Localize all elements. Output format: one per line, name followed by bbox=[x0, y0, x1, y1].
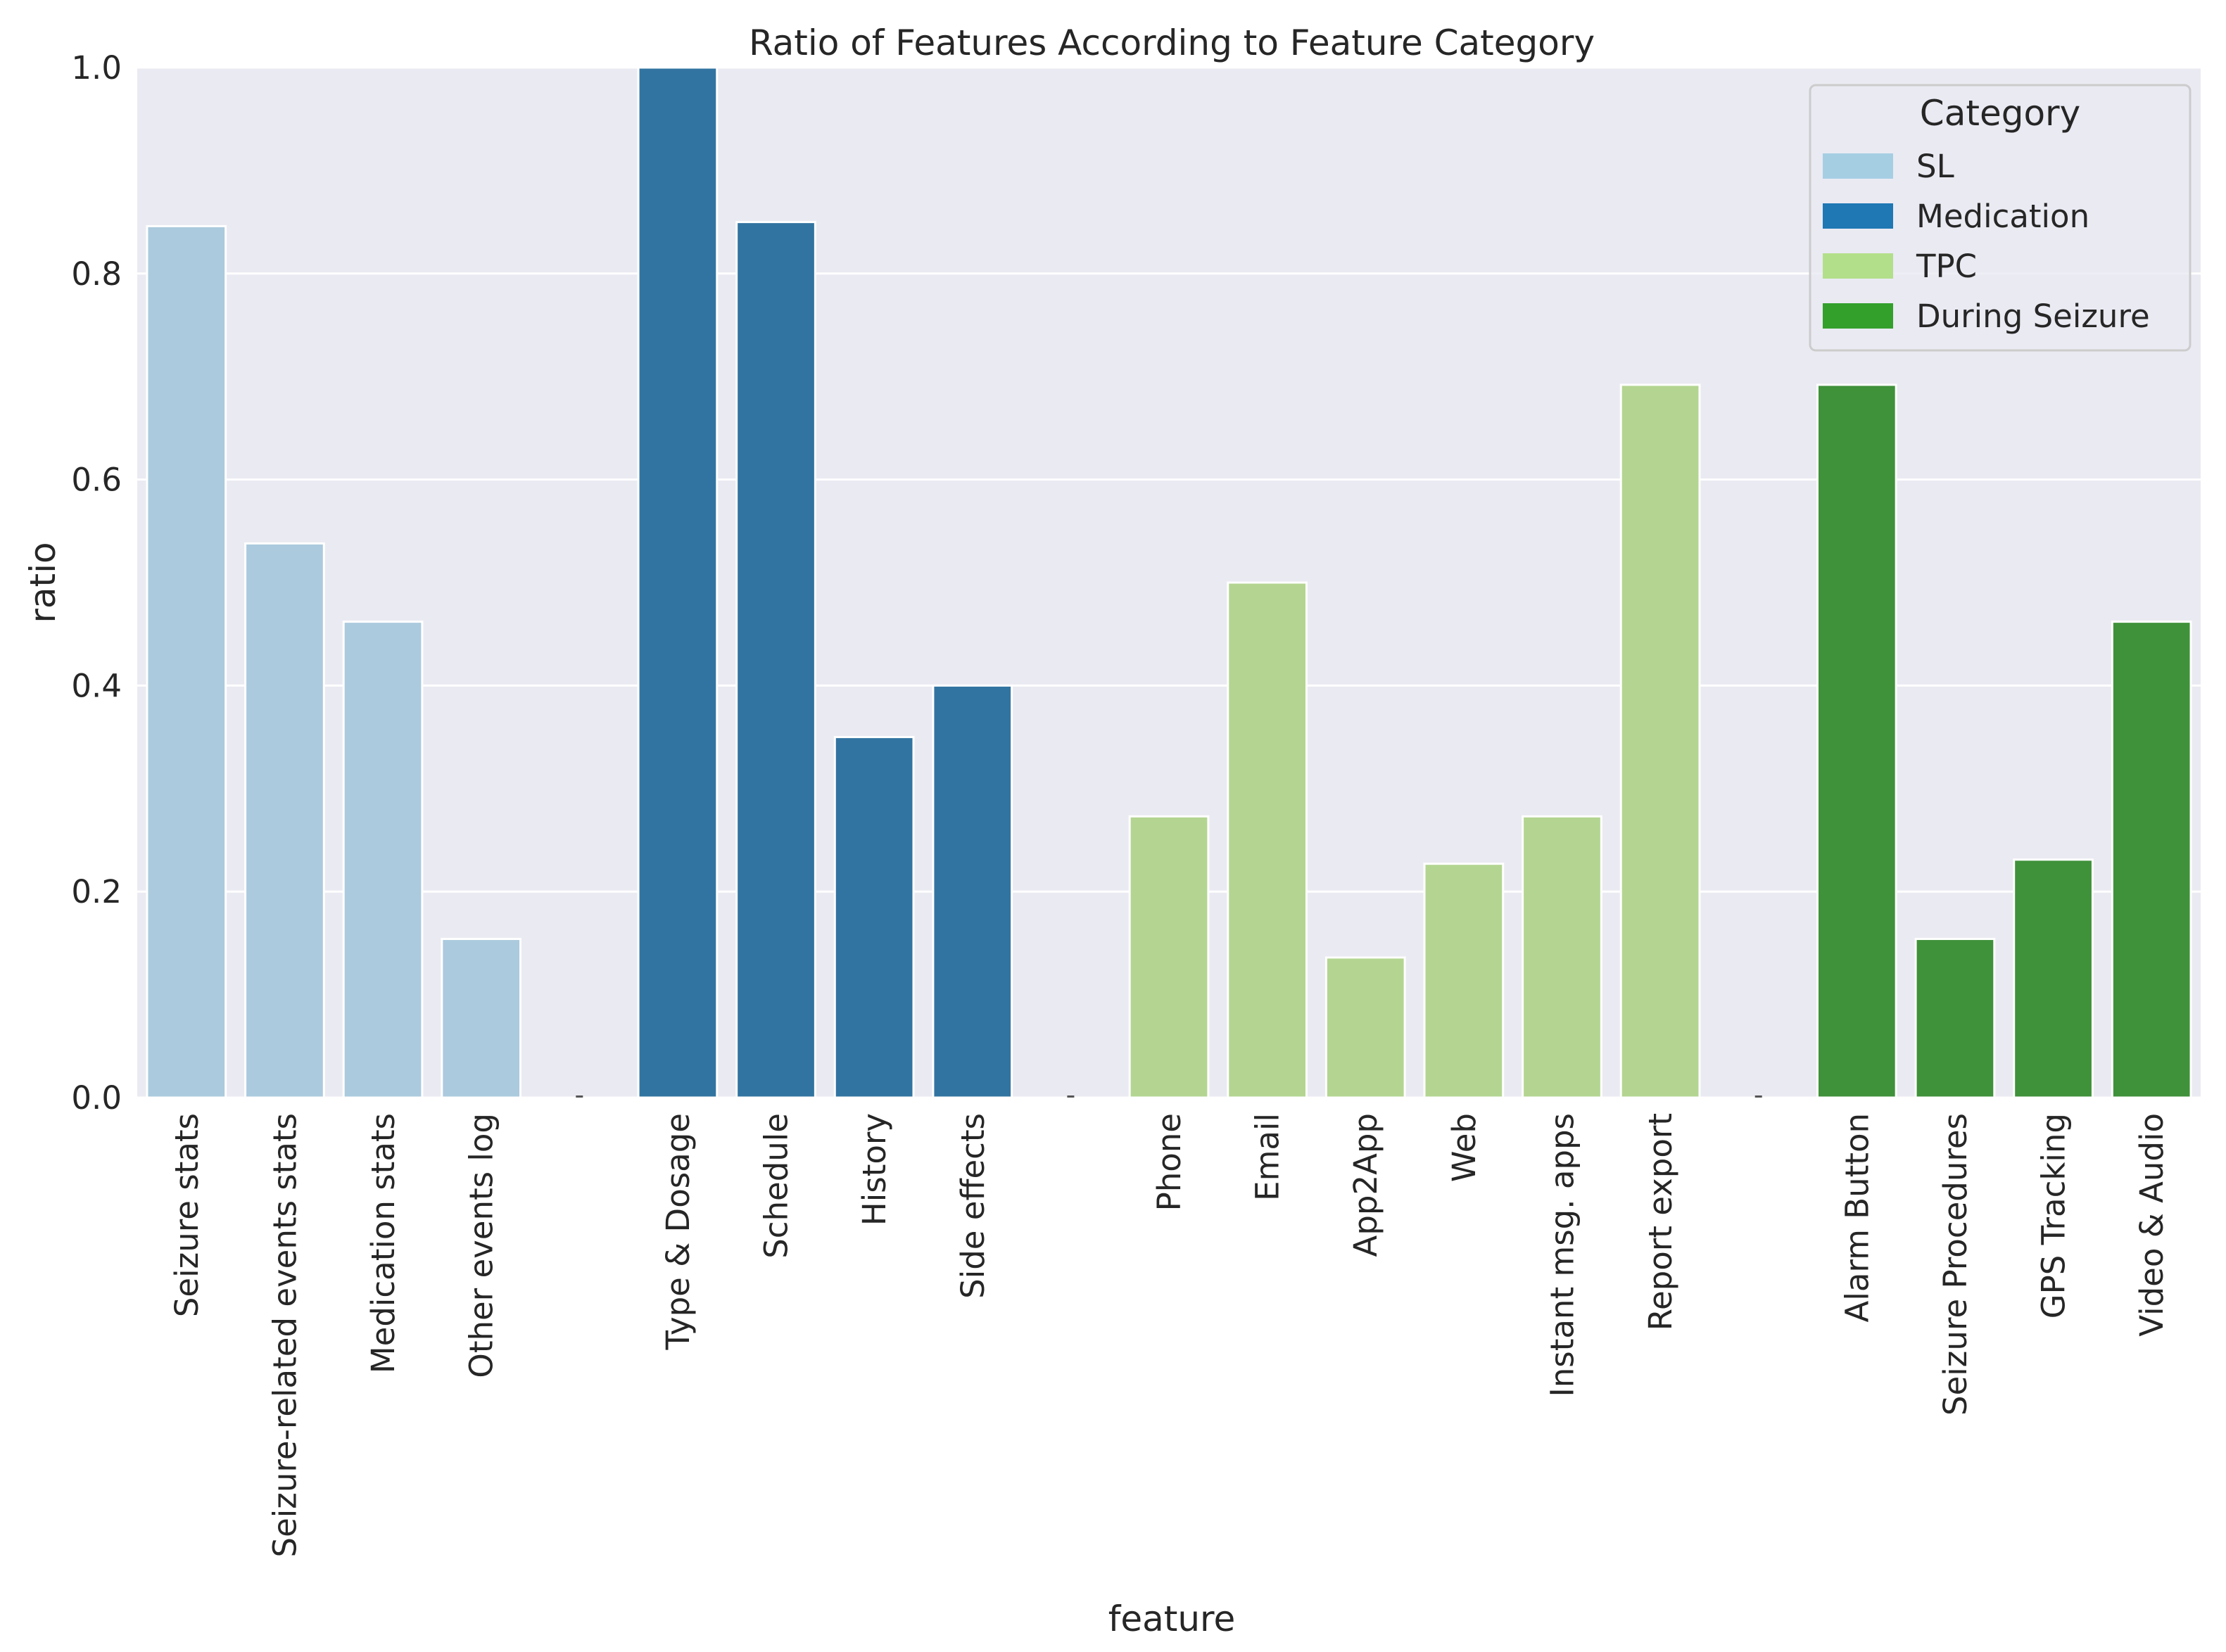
x-tick-label: Instant msg. apps bbox=[1543, 1113, 1581, 1397]
x-tick-label: Type & Dosage bbox=[659, 1113, 697, 1351]
x-tick-label: Medication stats bbox=[365, 1113, 402, 1373]
x-tick-label: Seizure stats bbox=[168, 1113, 205, 1317]
legend-label: SL bbox=[1916, 148, 1954, 185]
y-tick-label: 1.0 bbox=[71, 49, 122, 87]
chart-title: Ratio of Features According to Feature C… bbox=[749, 23, 1595, 63]
legend-label: Medication bbox=[1916, 198, 2089, 235]
y-tick-label: 0.8 bbox=[71, 255, 122, 293]
legend-swatch bbox=[1823, 253, 1893, 279]
bar bbox=[1423, 863, 1505, 1099]
legend-frame bbox=[1809, 84, 2192, 352]
bar-spacer bbox=[576, 1095, 583, 1098]
x-tick-label: Email bbox=[1249, 1113, 1286, 1201]
bar bbox=[1816, 383, 1897, 1099]
y-tick-label: 0.2 bbox=[71, 873, 122, 910]
x-tick-label: Schedule bbox=[758, 1113, 795, 1259]
x-tick-label: GPS Tracking bbox=[2035, 1113, 2073, 1319]
bar bbox=[637, 66, 719, 1099]
bar bbox=[441, 938, 522, 1099]
y-tick-label: 0.0 bbox=[71, 1079, 122, 1117]
x-axis-ticks: Seizure stats Seizure-related events stat… bbox=[168, 1113, 2170, 1557]
x-tick-label: Side effects bbox=[954, 1113, 992, 1299]
legend-label: TPC bbox=[1916, 248, 1977, 285]
bar bbox=[2013, 858, 2094, 1099]
bar bbox=[833, 736, 915, 1099]
x-tick-label: Phone bbox=[1151, 1113, 1188, 1211]
bar bbox=[1324, 956, 1406, 1099]
x-tick-label: Seizure-related events stats bbox=[266, 1113, 303, 1557]
bars bbox=[146, 66, 2192, 1099]
legend-swatch bbox=[1823, 303, 1893, 329]
x-tick-label: Report export bbox=[1642, 1113, 1679, 1330]
x-tick-label: Alarm Button bbox=[1838, 1113, 1876, 1322]
y-tick-label: 0.4 bbox=[71, 667, 122, 704]
bar bbox=[342, 621, 424, 1099]
legend: Category SL Medication TPC During Seizure bbox=[1809, 84, 2192, 352]
bar bbox=[1128, 815, 1210, 1099]
x-tick-label: Seizure Procedures bbox=[1937, 1113, 1974, 1416]
bar bbox=[146, 224, 227, 1099]
x-tick-label: Other events log bbox=[463, 1113, 500, 1378]
legend-swatch bbox=[1823, 203, 1893, 229]
bar bbox=[1227, 581, 1308, 1099]
y-axis-ticks: 0.0 0.2 0.4 0.6 0.8 1.0 bbox=[71, 49, 122, 1117]
bar bbox=[932, 684, 1013, 1099]
x-tick-label: App2App bbox=[1347, 1113, 1384, 1257]
x-axis-label: feature bbox=[1108, 1599, 1236, 1639]
bar bbox=[1522, 815, 1602, 1099]
x-tick-label: History bbox=[856, 1113, 893, 1226]
bar-spacer bbox=[1067, 1095, 1075, 1098]
bar bbox=[735, 221, 816, 1099]
x-tick-label: Video & Audio bbox=[2133, 1113, 2170, 1337]
y-tick-label: 0.6 bbox=[71, 462, 122, 499]
bar bbox=[2111, 621, 2192, 1099]
bar-spacer bbox=[1754, 1095, 1762, 1098]
legend-title: Category bbox=[1920, 93, 2080, 134]
legend-swatch bbox=[1823, 153, 1893, 179]
bar bbox=[1619, 383, 1701, 1099]
bar bbox=[244, 542, 325, 1099]
legend-label: During Seizure bbox=[1916, 298, 2150, 335]
x-tick-label: Web bbox=[1446, 1113, 1483, 1182]
y-axis-label: ratio bbox=[23, 542, 63, 623]
bar bbox=[1914, 938, 1996, 1099]
